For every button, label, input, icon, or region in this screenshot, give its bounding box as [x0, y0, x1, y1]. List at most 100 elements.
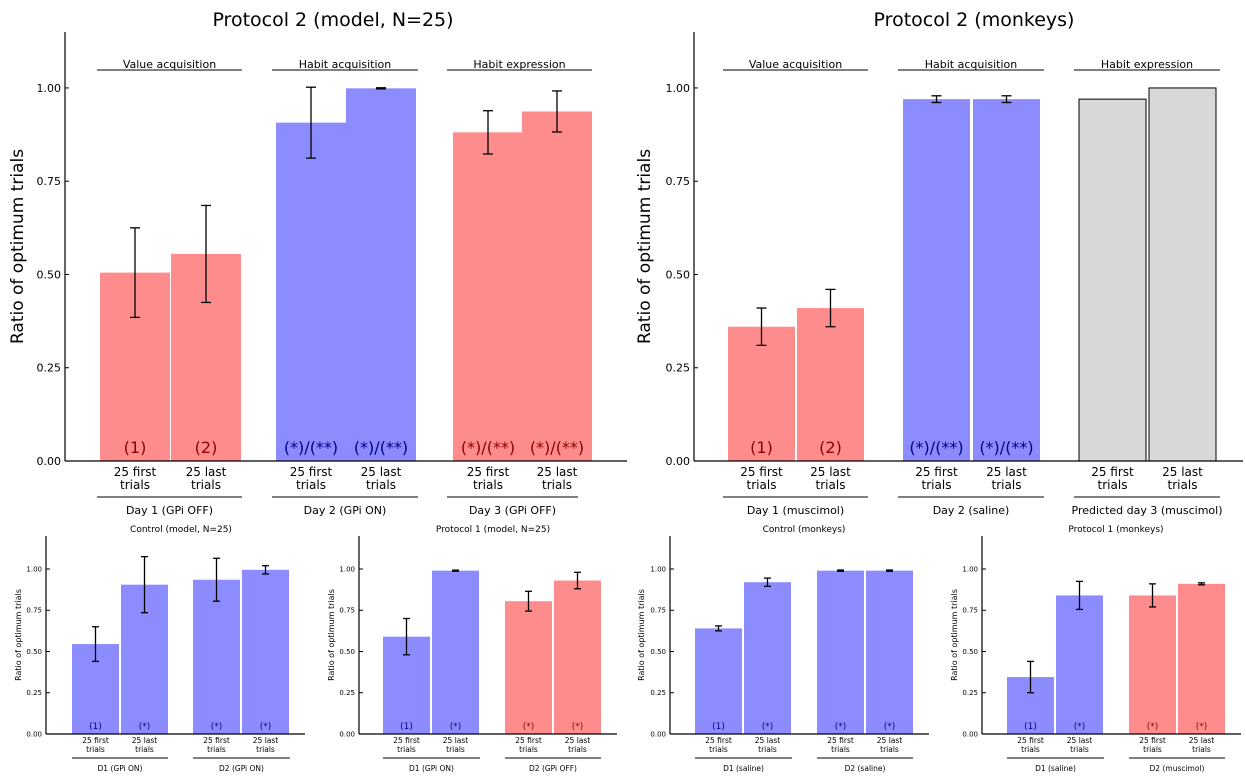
chart-control-model: Control (model, N=25) Ratio of optimum tr… — [14, 525, 305, 773]
y-tick-label: 0.25 — [26, 689, 42, 697]
chart-protocol1-monkeys: Protocol 1 (monkeys) Ratio of optimum tri… — [950, 525, 1241, 773]
bar-annotation: (2) — [195, 438, 218, 457]
chart-title: Protocol 1 (model, N=25) — [436, 525, 550, 535]
x-tick-label: 25 first trials — [705, 736, 732, 754]
x-tick-label: 25 first trials — [1091, 465, 1134, 492]
x-tick-label-line: 25 first — [1017, 736, 1044, 745]
x-tick-label-line: 25 last — [132, 736, 158, 745]
x-tick-label-line: trials — [922, 478, 952, 492]
bar — [1148, 87, 1217, 462]
bar — [695, 628, 742, 734]
x-tick-label: 25 last trials — [537, 465, 578, 492]
x-tick-label-line: trials — [446, 745, 465, 754]
y-tick-label: 0.75 — [666, 175, 691, 188]
group-label-top: Habit expression — [473, 58, 565, 71]
bar-annotation: (*)/(**) — [284, 438, 338, 457]
bar — [276, 122, 346, 461]
group-label-top: Habit acquisition — [925, 58, 1018, 71]
chart-title: Control (monkeys) — [763, 525, 846, 535]
bar — [744, 582, 791, 734]
y-tick-label: 1.00 — [339, 565, 355, 573]
bar — [797, 308, 864, 461]
group-label-top: Value acquisition — [749, 58, 842, 71]
bar-annotation: (*)/(**) — [979, 438, 1033, 457]
bar — [432, 570, 479, 734]
x-tick-label-line: trials — [191, 478, 221, 492]
x-tick-label: 25 first trials — [290, 465, 333, 492]
chart-title: Protocol 2 (monkeys) — [874, 9, 1075, 31]
bar-annotation: (*)/(**) — [909, 438, 963, 457]
bar — [505, 601, 552, 734]
x-tick-label-line: 25 first — [114, 465, 157, 479]
bar-annotation: (2) — [819, 438, 842, 457]
x-tick-label: 25 first trials — [467, 465, 510, 492]
x-tick-label: 25 last trials — [253, 736, 279, 754]
x-tick-label-line: trials — [1070, 745, 1089, 754]
x-tick-label-line: trials — [568, 745, 587, 754]
x-tick-label: 25 first trials — [915, 465, 958, 492]
x-tick-label-line: 25 last — [443, 736, 469, 745]
bar-annotation: (*) — [1074, 722, 1086, 732]
bar-annotation: (1) — [750, 438, 773, 457]
group-label-bottom: Predicted day 3 (muscimol) — [1072, 504, 1223, 517]
y-tick-label: 0.50 — [339, 648, 355, 656]
bar — [903, 99, 970, 461]
x-tick-label: 25 first trials — [393, 736, 420, 754]
x-tick-label: 25 first trials — [1017, 736, 1044, 754]
x-tick-label: 25 first trials — [827, 736, 854, 754]
group-label-bottom: D2 (saline) — [845, 764, 886, 773]
chart-title: Control (model, N=25) — [130, 525, 232, 535]
y-tick-label: 0.00 — [650, 730, 666, 738]
x-tick-label: 25 first trials — [1139, 736, 1166, 754]
group-label-bottom: Day 1 (muscimol) — [747, 504, 844, 517]
x-tick-label-line: 25 first — [82, 736, 109, 745]
y-axis-label: Ratio of optimum trials — [327, 589, 336, 681]
x-tick-label-line: trials — [709, 745, 728, 754]
y-tick-label: 0.50 — [26, 648, 42, 656]
bar — [866, 570, 913, 734]
bar — [1129, 595, 1176, 734]
x-tick-label-line: 25 last — [755, 736, 781, 745]
chart-title: Protocol 1 (monkeys) — [1068, 525, 1163, 535]
x-tick-label: 25 first trials — [740, 465, 783, 492]
y-tick-label: 0.00 — [37, 455, 62, 468]
bar — [728, 326, 795, 461]
x-tick-label-line: trials — [1098, 478, 1128, 492]
x-tick-label-line: trials — [256, 745, 275, 754]
bar — [193, 579, 240, 734]
group-label-bottom: Day 1 (GPi OFF) — [126, 504, 213, 517]
chart-control-monkeys: Control (monkeys) Ratio of optimum trials… — [637, 525, 929, 773]
group-label-bottom: D1 (saline) — [1035, 764, 1076, 773]
x-tick-label-line: trials — [473, 478, 503, 492]
x-tick-label-line: trials — [992, 478, 1022, 492]
bar-annotation: (1) — [1024, 722, 1037, 732]
bar-annotation: (1) — [712, 722, 725, 732]
y-axis-label: Ratio of optimum trials — [637, 589, 646, 681]
x-tick-label: 25 first trials — [82, 736, 109, 754]
x-tick-label: 25 first trials — [114, 465, 157, 492]
y-tick-label: 0.25 — [650, 689, 666, 697]
group-label-top: Value acquisition — [123, 58, 216, 71]
y-tick-label: 1.00 — [650, 565, 666, 573]
x-tick-label-line: 25 first — [203, 736, 230, 745]
x-tick-label-line: 25 first — [467, 465, 510, 479]
x-tick-label: 25 last trials — [565, 736, 591, 754]
y-tick-label: 0.50 — [666, 268, 691, 281]
x-tick-label: 25 first trials — [203, 736, 230, 754]
bar-annotation: (*) — [762, 722, 774, 732]
x-tick-label-line: 25 first — [1091, 465, 1134, 479]
bar — [554, 580, 601, 734]
group-label-bottom: Day 3 (GPi OFF) — [469, 504, 556, 517]
bar — [973, 99, 1040, 461]
group-label-bottom: D1 (GPi ON) — [409, 764, 454, 773]
x-tick-label-line: trials — [86, 745, 105, 754]
x-tick-label-line: 25 last — [186, 465, 227, 479]
x-tick-label-line: 25 first — [393, 736, 420, 745]
bar — [522, 111, 592, 462]
bar-annotation: (1) — [400, 722, 413, 732]
x-tick-label-line: 25 first — [740, 465, 783, 479]
group-label-bottom: D2 (GPi OFF) — [529, 764, 577, 773]
y-axis-label: Ratio of optimum trials — [8, 149, 28, 344]
y-tick-label: 0.25 — [962, 689, 978, 697]
group-label-bottom: D2 (muscimol) — [1150, 764, 1205, 773]
